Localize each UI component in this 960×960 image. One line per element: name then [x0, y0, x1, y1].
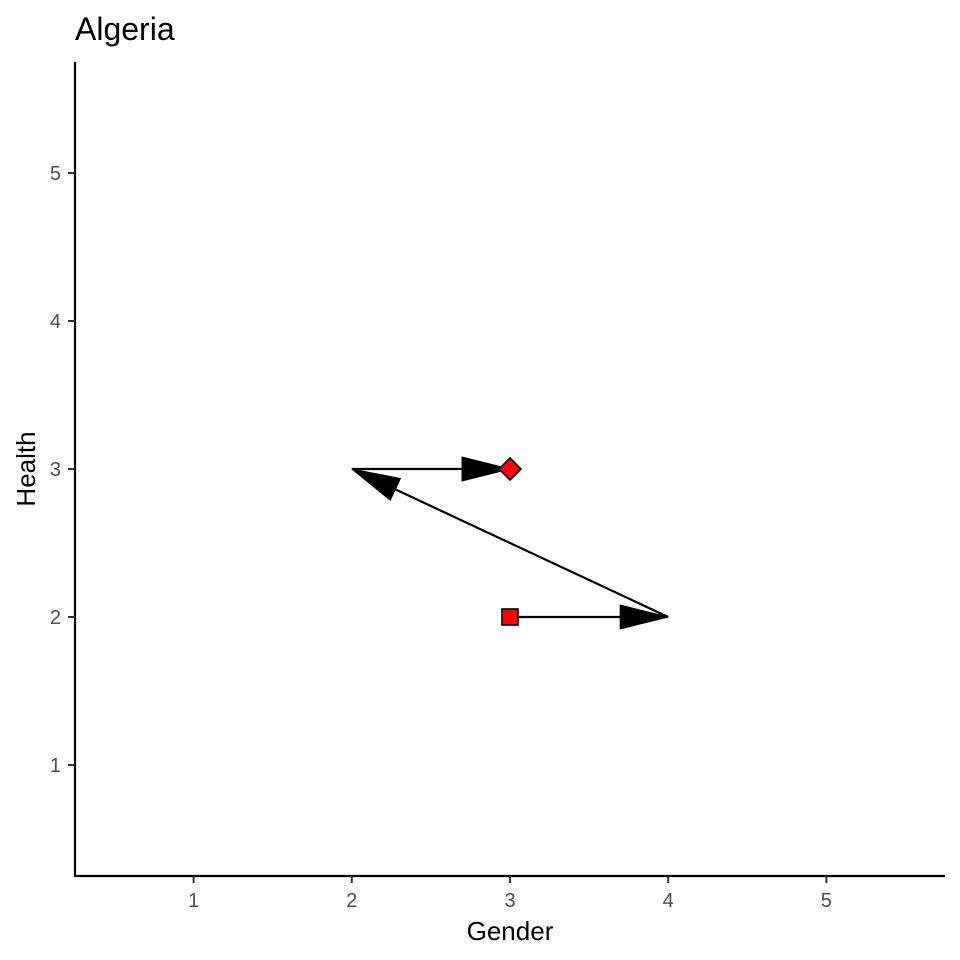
x-tick-label: 2: [346, 890, 357, 912]
chart-title: Algeria: [75, 11, 175, 47]
arrow-segment: [393, 487, 669, 618]
x-tick-label: 1: [188, 890, 199, 912]
y-tick-label: 2: [50, 607, 61, 629]
x-axis-label: Gender: [467, 916, 554, 946]
y-tick-label: 3: [50, 459, 61, 481]
data-points: [497, 456, 523, 626]
arrow-path: [351, 456, 669, 630]
end-point-diamond: [497, 456, 523, 482]
y-tick-label: 5: [50, 163, 61, 185]
x-ticks: 1 2 3 4 5: [188, 876, 832, 912]
y-axis-label: Health: [11, 431, 41, 506]
arrow-head: [619, 604, 669, 630]
y-ticks: 1 2 3 4 5: [50, 163, 75, 777]
x-tick-label: 4: [663, 890, 674, 912]
y-tick-label: 4: [50, 311, 61, 333]
arrow-head: [461, 456, 511, 482]
x-tick-label: 5: [821, 890, 832, 912]
start-point-square: [501, 608, 519, 626]
arrow-head: [351, 468, 402, 502]
x-tick-label: 3: [504, 890, 515, 912]
y-tick-label: 1: [50, 755, 61, 777]
